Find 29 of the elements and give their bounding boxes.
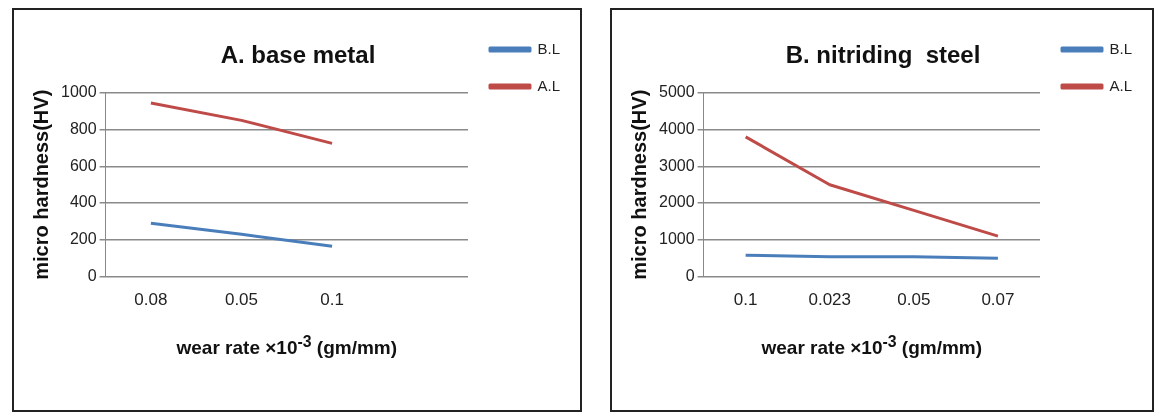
y-tick-label: 4000 xyxy=(659,119,695,137)
y-tick-label: 0 xyxy=(685,267,695,285)
y-tick-label: 0 xyxy=(87,267,97,285)
legend-label: A.L xyxy=(1109,76,1132,94)
y-tick-label: 1000 xyxy=(61,83,97,101)
y-tick-label: 800 xyxy=(69,119,97,137)
y-tick-label: 5000 xyxy=(659,83,695,101)
x-tick-label: 0.07 xyxy=(981,290,1015,310)
x-axis-title: wear rate ×10$^{-3}$ (gm/mm) xyxy=(176,333,398,360)
chart-title: A. base metal xyxy=(220,41,376,69)
y-tick-label: 200 xyxy=(69,230,97,248)
y-tick-label: 1000 xyxy=(659,230,695,248)
x-tick-label: 0.1 xyxy=(320,290,344,310)
x-tick-label: 0.1 xyxy=(733,290,758,310)
x-tick-label: 0.023 xyxy=(808,290,852,310)
legend-label: B.L xyxy=(1109,39,1132,57)
x-axis-title: wear rate ×10$^{-3}$ (gm/mm) xyxy=(761,333,983,360)
y-axis-title: micro hardness(HV) xyxy=(29,89,52,280)
x-tick-label: 0.08 xyxy=(134,290,168,310)
y-tick-label: 600 xyxy=(69,156,97,174)
legend-label: A.L xyxy=(537,76,560,94)
y-tick-label: 400 xyxy=(69,193,97,211)
y-tick-label: 2000 xyxy=(659,193,695,211)
x-tick-label: 0.05 xyxy=(897,290,931,310)
y-axis-title: micro hardness(HV) xyxy=(627,89,650,280)
y-tick-label: 3000 xyxy=(659,156,695,174)
chart-title: B. nitriding steel xyxy=(785,41,981,69)
x-tick-label: 0.05 xyxy=(224,290,259,310)
legend-label: B.L xyxy=(537,39,560,57)
